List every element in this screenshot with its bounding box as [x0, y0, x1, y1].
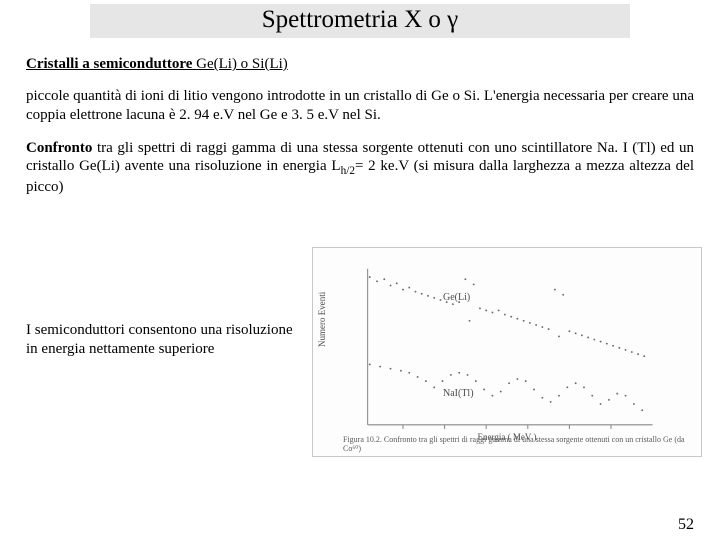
series-label-nai: NaI(Tl)	[443, 388, 474, 399]
x-ticks	[403, 425, 611, 429]
page-title: Spettrometria X o γ	[262, 6, 458, 33]
ge-li-series	[369, 276, 645, 357]
side-note: I semiconduttori consentono una risoluzi…	[26, 321, 296, 359]
para2-lead: Confronto	[26, 140, 92, 156]
y-axis-label: Numero Eventi	[317, 292, 327, 347]
subheading-main: Cristalli a semiconduttore	[26, 56, 196, 72]
paragraph-2: Confronto tra gli spettri di raggi gamma…	[26, 139, 694, 198]
subheading-detail: Ge(Li) o Si(Li)	[196, 56, 288, 72]
subheading-crystals: Cristalli a semiconduttore Ge(Li) o Si(L…	[26, 56, 694, 73]
lower-row: I semiconduttori consentono una risoluzi…	[0, 211, 720, 457]
body-block: Cristalli a semiconduttore Ge(Li) o Si(L…	[0, 38, 720, 197]
title-bar: Spettrometria X o γ	[90, 4, 630, 38]
chart-svg	[313, 248, 701, 456]
series-label-ge: Ge(Li)	[443, 292, 470, 303]
spectrum-chart: Numero Eventi Energia ( MeV ) Ge(Li) NaI…	[312, 247, 702, 457]
page-number: 52	[678, 516, 694, 534]
chart-caption: Figura 10.2. Confronto tra gli spettri d…	[343, 436, 695, 454]
paragraph-1: piccole quantità di ioni di litio vengon…	[26, 87, 694, 125]
nai-tl-series	[369, 364, 643, 412]
para2-sub: h/2	[341, 165, 355, 177]
